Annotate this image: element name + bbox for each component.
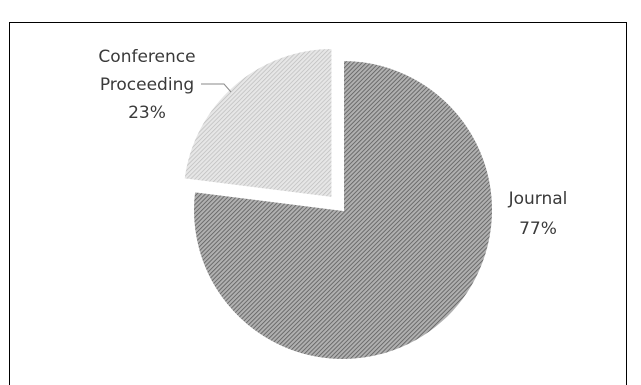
label-conference-name-line2: Proceeding bbox=[100, 75, 194, 95]
label-conference-percent: 23% bbox=[128, 103, 166, 123]
frame-border-right bbox=[626, 22, 627, 385]
pie-slice-journal bbox=[192, 58, 494, 361]
leader-line-conference bbox=[201, 83, 232, 93]
frame-border-left bbox=[9, 22, 10, 385]
pie-labels: Journal 77% Conference Proceeding 23% bbox=[98, 47, 567, 239]
label-journal-name: Journal bbox=[508, 189, 568, 209]
label-journal-percent: 77% bbox=[519, 219, 557, 239]
pie-slices bbox=[182, 46, 494, 361]
pie-slice-conference-proceeding bbox=[182, 46, 334, 200]
label-conference-name-line1: Conference bbox=[98, 47, 195, 67]
frame-border-top bbox=[9, 22, 627, 23]
